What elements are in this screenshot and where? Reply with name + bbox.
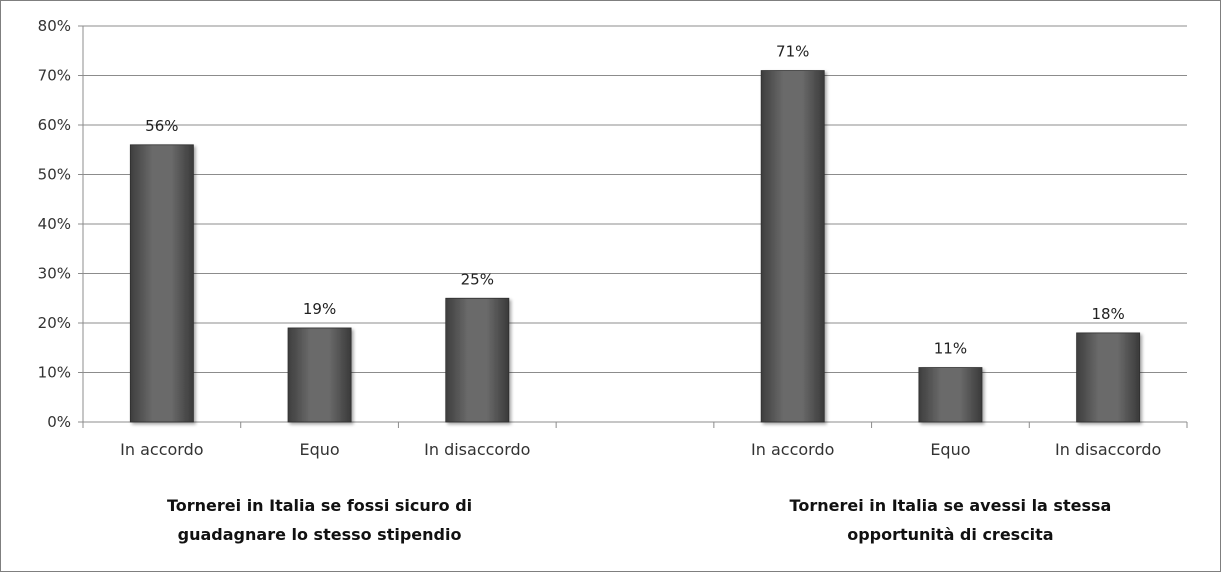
- data-label: 71%: [776, 43, 809, 61]
- y-tick-label: 80%: [38, 17, 71, 35]
- bar: [445, 297, 510, 423]
- bar: [287, 327, 352, 423]
- y-tick-label: 40%: [38, 215, 71, 233]
- data-label: 11%: [934, 340, 967, 358]
- group-label: guadagnare lo stesso stipendio: [178, 525, 462, 544]
- data-label: 19%: [303, 300, 336, 318]
- data-label: 25%: [461, 270, 494, 288]
- bar: [1076, 332, 1141, 423]
- y-tick-label: 0%: [47, 413, 71, 431]
- y-tick-label: 70%: [38, 67, 71, 85]
- category-label: Equo: [930, 440, 970, 459]
- category-label: In disaccordo: [1055, 440, 1161, 459]
- bar: [760, 70, 825, 423]
- category-label: Equo: [299, 440, 339, 459]
- y-tick-label: 20%: [38, 314, 71, 332]
- bar: [129, 144, 194, 423]
- y-tick-label: 10%: [38, 364, 71, 382]
- category-label: In accordo: [751, 440, 834, 459]
- category-label: In accordo: [120, 440, 203, 459]
- bars: [129, 70, 1141, 423]
- group-label: Tornerei in Italia se fossi sicuro di: [167, 496, 472, 515]
- y-tick-label: 50%: [38, 166, 71, 184]
- axes: [78, 25, 1188, 428]
- group-label: Tornerei in Italia se avessi la stessa: [790, 496, 1112, 515]
- y-tick-label: 30%: [38, 265, 71, 283]
- y-tick-label: 60%: [38, 116, 71, 134]
- bar: [918, 367, 983, 423]
- group-label: opportunità di crescita: [847, 525, 1053, 544]
- labels: 0% 10% 20% 30% 40% 50% 60% 70% 80% 56% In accordo 1…: [38, 17, 1162, 544]
- category-label: In disaccordo: [424, 440, 530, 459]
- data-label: 56%: [145, 117, 178, 135]
- gridlines: [83, 25, 1187, 373]
- data-label: 18%: [1091, 305, 1124, 323]
